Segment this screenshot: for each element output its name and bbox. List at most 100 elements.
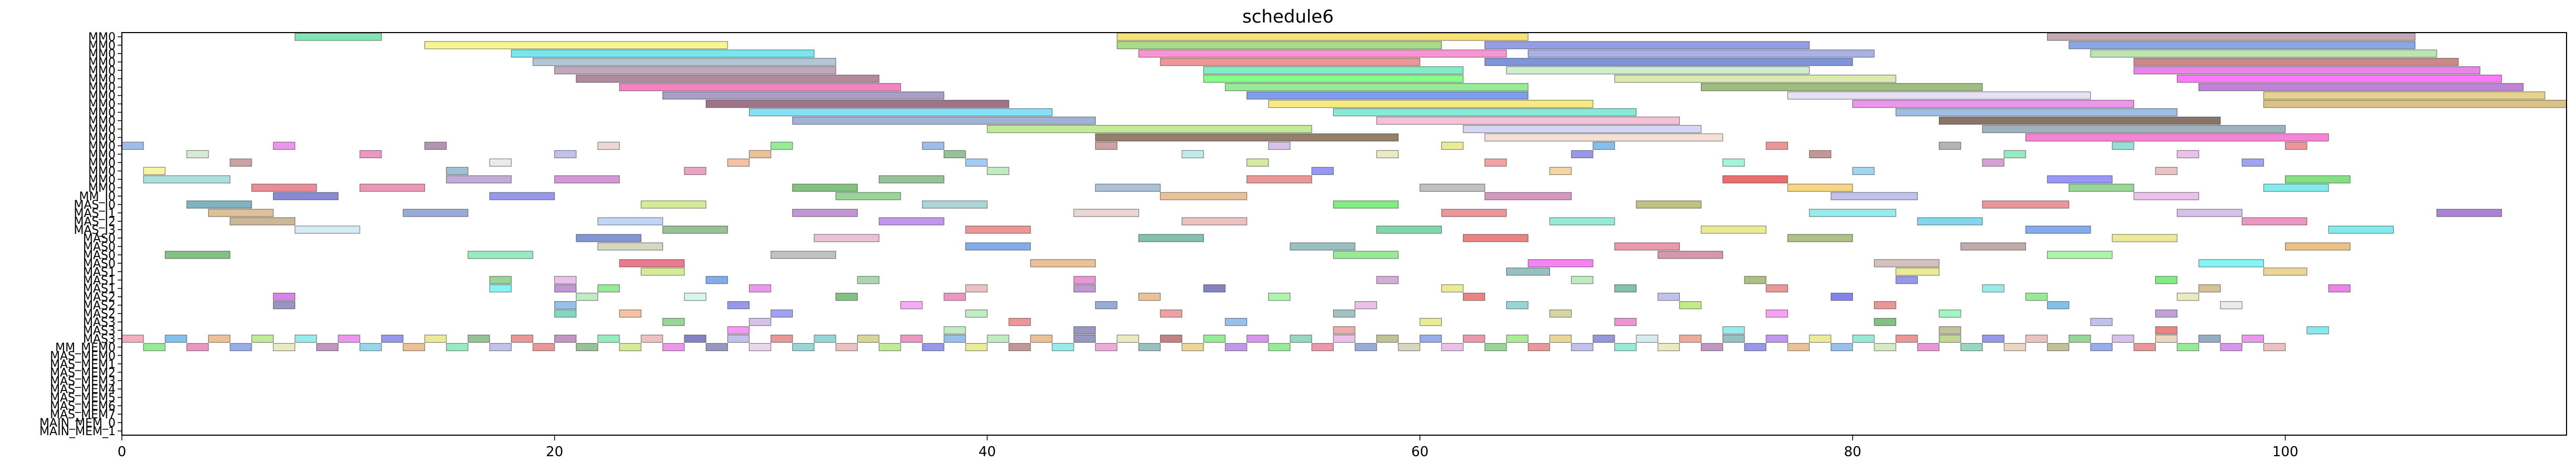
task-bar [1722,175,1788,183]
task-bar [2155,309,2178,318]
task-bar [1614,317,1637,326]
task-bar [1506,301,1529,310]
y-tick-label: MAS3 [83,316,116,330]
task-bar [943,150,966,159]
task-bar [1095,301,1118,310]
task-bar [835,192,901,200]
task-bar [857,334,880,343]
task-bar [640,268,685,276]
task-bar [1462,234,1529,242]
task-bar [1787,234,1853,242]
task-bar [273,293,296,301]
task-bar [446,175,512,183]
y-tick-label: MM0 [88,124,116,137]
x-tick-label: 0 [118,444,127,460]
task-bar [1917,217,1983,225]
task-bar [164,251,231,259]
task-bar [1268,343,1291,352]
task-bar [1549,167,1572,175]
y-tick-label: MM0 [88,73,116,86]
y-tick-label: MAS_MEM2 [50,366,116,379]
task-bar [359,343,382,352]
task-bar [1484,192,1572,200]
task-bar [1030,259,1096,268]
task-bar [1765,309,1788,318]
task-bar [1333,326,1356,335]
task-bar [1939,141,1961,150]
task-bar [1895,108,2178,117]
task-bar [489,192,555,200]
task-bar [900,334,923,343]
task-bar [2177,343,2199,352]
task-bar [1462,334,1486,343]
task-bar [489,276,512,284]
task-bar [2220,343,2242,352]
task-bar [1657,293,1680,301]
task-bar [554,309,577,318]
task-bar [143,175,231,183]
task-bar [2155,326,2178,335]
task-bar [1268,100,1594,108]
task-bar [943,334,966,343]
task-bar [2025,334,2048,343]
task-bar [1895,334,1918,343]
y-tick-label: MM0 [88,131,116,145]
task-bar [1203,75,1464,83]
task-bar [1333,200,1399,209]
task-bar [1852,334,1875,343]
y-tick-label: MAS0 [83,258,116,271]
x-tick-label: 20 [546,444,563,460]
task-bar [1506,66,1810,75]
y-tick-label: MAS3 [83,333,116,346]
task-bar [489,158,512,167]
task-bar [727,301,750,310]
task-bar [619,259,685,268]
task-bars [121,33,2567,352]
task-bar [446,343,469,352]
task-bar [749,284,772,293]
task-bar [2047,251,2113,259]
task-bar [1614,284,1637,293]
task-bar [1376,334,1399,343]
y-tick-label: MM0 [88,173,116,187]
task-bar [294,225,360,234]
task-bar [684,293,707,301]
task-bar [1528,259,1594,268]
task-bar [1506,334,1529,343]
task-bar [662,91,944,100]
task-bar [814,334,836,343]
task-bar [1203,66,1464,75]
task-bar [1138,234,1204,242]
task-bar [511,334,534,343]
task-bar [1484,58,1853,66]
task-bar [2025,225,2091,234]
task-bar [597,141,620,150]
task-bar [1268,293,1291,301]
y-tick-label: MM0 [88,39,116,53]
task-bar [684,334,707,343]
task-bar [1765,141,1788,150]
task-bar [1247,158,1269,167]
task-bar [359,183,425,192]
task-bar [1809,209,1896,217]
y-axis-labels: MM0MM0MM0MM0MM0MM0MM0MM0MM0MM0MM0MM0MM0M… [39,31,122,438]
task-bar [1982,125,2286,133]
task-bar [554,66,836,75]
task-bar [554,334,577,343]
task-bar [1160,192,1248,200]
task-bar [1073,326,1096,335]
task-bar [1549,334,1572,343]
task-bar [792,116,1096,125]
task-bar [986,125,1312,133]
task-bar [1700,225,1767,234]
task-bar [1095,141,1118,150]
task-bar [1852,167,1875,175]
task-bar [1982,284,2004,293]
task-bar [1073,334,1096,343]
task-bar [2198,334,2221,343]
task-bar [1073,284,1096,293]
task-bar [273,343,296,352]
task-bar [2003,343,2026,352]
task-bar [1939,334,1961,343]
task-bar [1354,301,1377,310]
